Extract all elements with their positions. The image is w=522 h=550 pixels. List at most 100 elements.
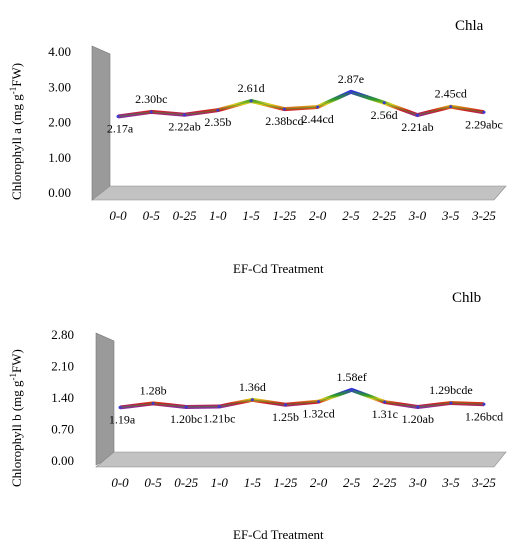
data-label: 2.29abc <box>465 117 503 131</box>
x-tick-label: 1-0 <box>209 208 227 223</box>
x-tick-label: 0-5 <box>144 475 162 490</box>
y-tick-label: 3.00 <box>48 79 71 94</box>
data-label: 2.87e <box>338 72 364 86</box>
x-tick-label: 0-0 <box>111 475 129 490</box>
data-label: 1.36d <box>239 380 266 394</box>
data-point <box>383 400 387 404</box>
x-tick-label: 1-5 <box>242 208 260 223</box>
data-point <box>116 115 120 119</box>
y-tick-label: 4.00 <box>48 44 71 59</box>
data-label: 1.26bcd <box>465 409 503 423</box>
data-label: 1.32cd <box>302 407 334 421</box>
x-axis-label: EF-Cd Treatment <box>233 261 324 276</box>
data-point <box>249 99 253 103</box>
chart-panel-chlb: Chlb Chlorophyll b (mg g-1FW) EF-Cd Trea… <box>8 290 507 542</box>
series-line-highlight <box>117 91 485 118</box>
y-axis-label-sup: -1 <box>8 373 18 381</box>
axis-wall <box>95 332 115 466</box>
x-tick-label: 1-5 <box>244 475 262 490</box>
data-point <box>382 101 386 105</box>
x-tick-label: 0-25 <box>173 208 197 223</box>
data-label: 1.20ab <box>402 412 434 426</box>
data-point <box>350 388 354 392</box>
data-label: 1.28b <box>140 383 167 397</box>
data-label: 1.21bc <box>203 412 235 426</box>
y-tick-label: 0.00 <box>51 453 74 468</box>
plot-area: 4.00 3.00 2.00 1.00 0.00 0-0 0-5 0-25 1-0 1-5 1-25… <box>48 44 507 223</box>
data-label: 2.44cd <box>301 112 333 126</box>
x-tick-label: 2-5 <box>342 208 360 223</box>
x-tick-label: 2-5 <box>343 475 361 490</box>
data-point <box>250 398 254 402</box>
data-point <box>149 110 153 114</box>
data-label: 2.35b <box>204 115 231 129</box>
data-point <box>151 401 155 405</box>
y-tick-label: 0.70 <box>51 422 74 437</box>
data-label: 1.25b <box>272 410 299 424</box>
series-line-highlight <box>119 389 485 408</box>
data-label: 2.21ab <box>401 120 433 134</box>
data-label: 1.58ef <box>336 370 366 384</box>
data-point <box>449 105 453 109</box>
x-axis-label: EF-Cd Treatment <box>233 527 324 542</box>
x-tick-label: 2-0 <box>309 208 327 223</box>
data-point <box>482 110 486 114</box>
y-tick-label: 2.10 <box>51 359 74 374</box>
data-label: 2.22ab <box>168 120 200 134</box>
y-tick-label: 1.40 <box>51 390 74 405</box>
x-tick-label: 3-5 <box>441 475 460 490</box>
data-point <box>282 107 286 111</box>
data-point <box>184 405 188 409</box>
y-tick-label: 0.00 <box>48 185 71 200</box>
data-point <box>449 401 453 405</box>
data-label: 2.56d <box>371 108 398 122</box>
axis-floor <box>95 451 507 468</box>
chart-panel-chla: Chla Chlorophyll a (mg g-1FW) EF-Cd Trea… <box>8 18 507 276</box>
data-label: 2.30bc <box>135 92 167 106</box>
data-label: 2.38bcd <box>265 114 303 128</box>
axis-floor <box>91 185 507 201</box>
data-point <box>349 90 353 94</box>
data-label: 2.17a <box>107 122 134 136</box>
x-tick-label: 3-25 <box>471 208 496 223</box>
x-tick-label: 0-5 <box>143 208 161 223</box>
data-label: 2.61d <box>238 81 265 95</box>
data-point <box>183 113 187 117</box>
x-tick-label: 2-0 <box>310 475 328 490</box>
x-tick-label: 0-0 <box>109 208 127 223</box>
y-axis-label-main: Chlorophyll a (mg g <box>9 94 24 200</box>
x-tick-label: 3-0 <box>408 208 427 223</box>
y-axis-label-main: Chlorophyll b (mg g <box>9 380 24 487</box>
plot-area: 2.80 2.10 1.40 0.70 0.00 0-0 0-5 0-25 1-0 1-5 1-25… <box>51 327 507 490</box>
y-axis-label: Chlorophyll a (mg g-1FW) <box>8 63 24 200</box>
data-point <box>216 108 220 112</box>
data-point <box>317 400 321 404</box>
x-tick-label: 1-25 <box>272 208 296 223</box>
x-tick-label: 3-25 <box>471 475 496 490</box>
y-tick-label: 2.80 <box>51 327 74 342</box>
x-tick-label: 1-0 <box>211 475 229 490</box>
data-label: 1.19a <box>109 412 136 426</box>
x-tick-label: 2-25 <box>373 475 397 490</box>
data-point <box>482 402 486 406</box>
chart-title: Chlb <box>452 290 481 306</box>
y-axis-label-end: FW) <box>9 349 24 373</box>
y-tick-label: 1.00 <box>48 150 71 165</box>
y-axis-label-sup: -1 <box>8 87 18 95</box>
data-point <box>283 403 287 407</box>
x-tick-label: 3-5 <box>441 208 460 223</box>
data-label: 2.45cd <box>435 87 467 101</box>
x-tick-label: 0-25 <box>174 475 198 490</box>
data-point <box>217 405 221 409</box>
y-axis-label-end: FW) <box>9 63 24 87</box>
y-axis-label: Chlorophyll b (mg g-1FW) <box>8 349 24 487</box>
data-label: 1.20bc <box>170 412 202 426</box>
x-tick-label: 3-0 <box>408 475 427 490</box>
x-tick-label: 1-25 <box>274 475 298 490</box>
data-label: 1.29bcde <box>429 383 473 397</box>
data-point <box>316 105 320 109</box>
y-tick-label: 2.00 <box>48 115 71 130</box>
data-label: 1.31c <box>372 407 398 421</box>
chart-title: Chla <box>455 18 484 34</box>
